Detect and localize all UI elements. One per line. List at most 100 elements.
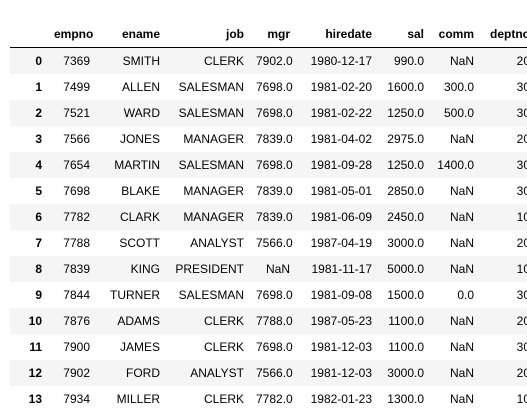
cell-hiredate: 1981-04-02 bbox=[310, 132, 372, 146]
cell-deptno: 20 bbox=[516, 54, 527, 68]
cell-hiredate: 1981-06-09 bbox=[310, 210, 372, 224]
cell-sal: 990.0 bbox=[393, 54, 424, 68]
cell-ename: JAMES bbox=[119, 340, 160, 354]
column-header-hiredate: hiredate bbox=[296, 20, 378, 48]
cell-ename: WARD bbox=[123, 106, 160, 120]
table-row: 7 7788 SCOTT ANALYST 7566.0 1987-04-19 3000.0 N… bbox=[10, 230, 527, 256]
row-index: 12 bbox=[28, 366, 42, 380]
cell-mgr: 7566.0 bbox=[256, 236, 293, 250]
cell-ename: FORD bbox=[126, 366, 160, 380]
cell-empno: 7782 bbox=[63, 210, 90, 224]
cell-deptno: 20 bbox=[516, 132, 527, 146]
table-row: 12 7902 FORD ANALYST 7566.0 1981-12-03 3000.0 N… bbox=[10, 360, 527, 386]
cell-job: CLERK bbox=[203, 314, 244, 328]
cell-empno: 7876 bbox=[63, 314, 90, 328]
row-index: 4 bbox=[35, 158, 42, 172]
table-row: 5 7698 BLAKE MANAGER 7839.0 1981-05-01 2850.0 N… bbox=[10, 178, 527, 204]
row-index: 9 bbox=[35, 288, 42, 302]
cell-ename: MILLER bbox=[116, 392, 160, 406]
cell-ename: SMITH bbox=[122, 54, 160, 68]
cell-comm: NaN bbox=[449, 340, 474, 354]
cell-hiredate: 1981-09-08 bbox=[310, 288, 372, 302]
cell-sal: 3000.0 bbox=[387, 366, 424, 380]
column-header-ename: ename bbox=[96, 20, 166, 48]
cell-empno: 7566 bbox=[63, 132, 90, 146]
cell-hiredate: 1981-11-17 bbox=[311, 262, 373, 276]
cell-comm: NaN bbox=[449, 184, 474, 198]
column-header-deptno: deptno bbox=[480, 20, 527, 48]
cell-job: SALESMAN bbox=[178, 106, 244, 120]
table-row: 13 7934 MILLER CLERK 7782.0 1982-01-23 1300.0 N… bbox=[10, 386, 527, 412]
table-row: 6 7782 CLARK MANAGER 7839.0 1981-06-09 2450.0 N… bbox=[10, 204, 527, 230]
cell-ename: MARTIN bbox=[114, 158, 160, 172]
cell-empno: 7521 bbox=[63, 106, 90, 120]
cell-mgr: 7698.0 bbox=[256, 340, 293, 354]
cell-hiredate: 1981-12-03 bbox=[310, 340, 372, 354]
cell-mgr: 7839.0 bbox=[256, 132, 293, 146]
cell-deptno: 30 bbox=[516, 80, 527, 94]
cell-sal: 3000.0 bbox=[387, 236, 424, 250]
cell-mgr: 7839.0 bbox=[256, 184, 293, 198]
row-index: 2 bbox=[35, 106, 42, 120]
cell-mgr: 7566.0 bbox=[256, 366, 293, 380]
cell-comm: NaN bbox=[449, 366, 474, 380]
cell-job: PRESIDENT bbox=[175, 262, 244, 276]
cell-job: MANAGER bbox=[183, 210, 244, 224]
cell-sal: 1100.0 bbox=[388, 340, 424, 354]
table-row: 8 7839 KING PRESIDENT NaN 1981-11-17 5000.0 NaN… bbox=[10, 256, 527, 282]
table-row: 1 7499 ALLEN SALESMAN 7698.0 1981-02-20 1600.0… bbox=[10, 74, 527, 100]
cell-empno: 7499 bbox=[63, 80, 90, 94]
cell-job: CLERK bbox=[203, 54, 244, 68]
cell-comm: NaN bbox=[449, 392, 474, 406]
table-row: 2 7521 WARD SALESMAN 7698.0 1981-02-22 1250.0 5… bbox=[10, 100, 527, 126]
table-row: 10 7876 ADAMS CLERK 7788.0 1987-05-23 1100.0 Na… bbox=[10, 308, 527, 334]
cell-sal: 1100.0 bbox=[388, 314, 424, 328]
cell-ename: TURNER bbox=[110, 288, 160, 302]
table-body: 0 7369 SMITH CLERK 7902.0 1980-12-17 990.0 NaN 2… bbox=[10, 47, 527, 412]
table-row: 11 7900 JAMES CLERK 7698.0 1981-12-03 1100.0 Na… bbox=[10, 334, 527, 360]
cell-empno: 7369 bbox=[63, 54, 90, 68]
cell-job: SALESMAN bbox=[178, 288, 244, 302]
cell-hiredate: 1981-02-20 bbox=[310, 80, 372, 94]
cell-mgr: 7698.0 bbox=[256, 80, 293, 94]
cell-deptno: 10 bbox=[516, 210, 527, 224]
cell-hiredate: 1981-02-22 bbox=[310, 106, 372, 120]
cell-comm: NaN bbox=[449, 210, 474, 224]
cell-comm: NaN bbox=[449, 132, 474, 146]
cell-deptno: 10 bbox=[516, 262, 527, 276]
table-header: empno ename job mgr hiredate sal comm de… bbox=[10, 20, 527, 48]
cell-empno: 7698 bbox=[63, 184, 90, 198]
cell-mgr: 7839.0 bbox=[256, 210, 293, 224]
cell-job: SALESMAN bbox=[178, 80, 244, 94]
cell-sal: 1600.0 bbox=[387, 80, 424, 94]
cell-ename: JONES bbox=[119, 132, 160, 146]
row-index: 0 bbox=[35, 54, 42, 68]
cell-mgr: 7782.0 bbox=[256, 392, 293, 406]
cell-hiredate: 1982-01-23 bbox=[310, 392, 372, 406]
cell-sal: 1500.0 bbox=[387, 288, 424, 302]
cell-deptno: 30 bbox=[516, 184, 527, 198]
row-index: 3 bbox=[35, 132, 42, 146]
cell-empno: 7839 bbox=[63, 262, 90, 276]
cell-mgr: 7698.0 bbox=[256, 106, 293, 120]
cell-job: SALESMAN bbox=[178, 158, 244, 172]
cell-empno: 7934 bbox=[63, 392, 90, 406]
cell-hiredate: 1981-05-01 bbox=[310, 184, 372, 198]
cell-sal: 5000.0 bbox=[387, 262, 424, 276]
cell-job: MANAGER bbox=[183, 184, 244, 198]
column-header-empno: empno bbox=[48, 20, 96, 48]
table-row: 4 7654 MARTIN SALESMAN 7698.0 1981-09-28 1250.… bbox=[10, 152, 527, 178]
cell-deptno: 20 bbox=[516, 236, 527, 250]
cell-job: MANAGER bbox=[183, 132, 244, 146]
cell-empno: 7844 bbox=[63, 288, 90, 302]
cell-mgr: 7698.0 bbox=[256, 158, 293, 172]
cell-hiredate: 1980-12-17 bbox=[310, 54, 372, 68]
cell-mgr: 7788.0 bbox=[256, 314, 293, 328]
cell-job: ANALYST bbox=[190, 236, 244, 250]
row-index: 5 bbox=[35, 184, 42, 198]
row-index: 7 bbox=[35, 236, 42, 250]
table-row: 3 7566 JONES MANAGER 7839.0 1981-04-02 2975.0 N… bbox=[10, 126, 527, 152]
cell-empno: 7654 bbox=[63, 158, 90, 172]
cell-job: ANALYST bbox=[190, 366, 244, 380]
